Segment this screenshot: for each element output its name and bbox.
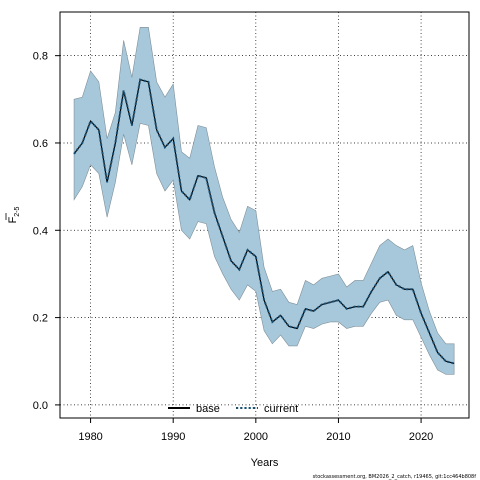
x-tick-label: 2020 <box>409 431 433 443</box>
x-axis: 1980 1990 2000 2010 2020 <box>78 417 433 443</box>
y-tick-label: 0.8 <box>33 51 48 63</box>
y-tick-label: 0.0 <box>33 400 48 412</box>
y-tick-label: 0.2 <box>33 313 48 325</box>
x-tick-label: 1980 <box>78 431 102 443</box>
y-axis-title-main: F <box>7 216 19 223</box>
footnote: stockassessment.org, BM2026_2_catch, r19… <box>313 474 477 480</box>
y-tick-label: 0.6 <box>33 138 48 150</box>
y-axis-title: F2-5 <box>5 206 21 223</box>
x-tick-label: 1990 <box>161 431 185 443</box>
x-tick-label: 2000 <box>244 431 268 443</box>
legend: base current <box>168 403 298 415</box>
x-tick-label: 2010 <box>326 431 350 443</box>
y-axis-title-subscript: 2-5 <box>14 206 21 216</box>
confidence-band <box>73 26 455 375</box>
series-current-line <box>73 78 455 365</box>
legend-current-label: current <box>264 403 298 415</box>
y-axis: 0.0 0.2 0.4 0.6 0.8 <box>33 51 61 412</box>
y-tick-label: 0.4 <box>33 225 48 237</box>
legend-base-label: base <box>196 403 220 415</box>
x-axis-title: Years <box>251 457 279 469</box>
svg-text:F2-5: F2-5 <box>7 206 21 223</box>
